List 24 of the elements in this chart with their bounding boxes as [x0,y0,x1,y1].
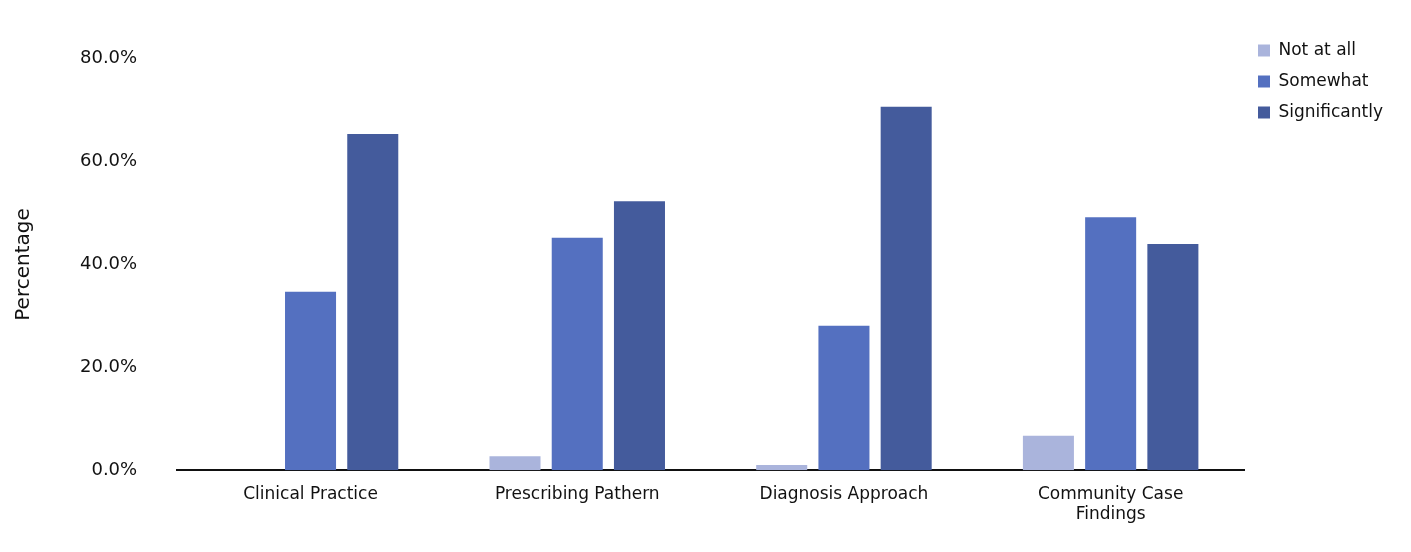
x-tick-label: Diagnosis Approach [759,482,929,503]
y-tick-label: 0.0% [91,457,138,479]
bar [347,133,399,471]
y-tick-label: 40.0% [79,252,138,274]
bar [1022,435,1074,471]
x-tick-label: Community Case Findings [1037,482,1184,524]
x-tick-label: Clinical Practice [243,482,378,503]
bar [1147,243,1199,471]
bar [285,291,337,471]
bar [818,325,870,471]
y-tick-label: 60.0% [79,149,138,171]
bar [1085,217,1137,471]
legend-label: Significantly [1278,100,1383,121]
x-tick-label: Prescribing Pathern [494,482,660,503]
legend-label: Somewhat [1278,69,1369,90]
bar [489,456,541,471]
bar [756,465,808,471]
y-tick-label: 80.0% [79,46,138,68]
bar [613,201,665,471]
y-tick-label: 20.0% [79,355,138,377]
legend-label: Not at all [1278,38,1357,59]
y-axis-title: Percentage [10,208,35,321]
bar [551,237,603,471]
bar [880,106,932,471]
